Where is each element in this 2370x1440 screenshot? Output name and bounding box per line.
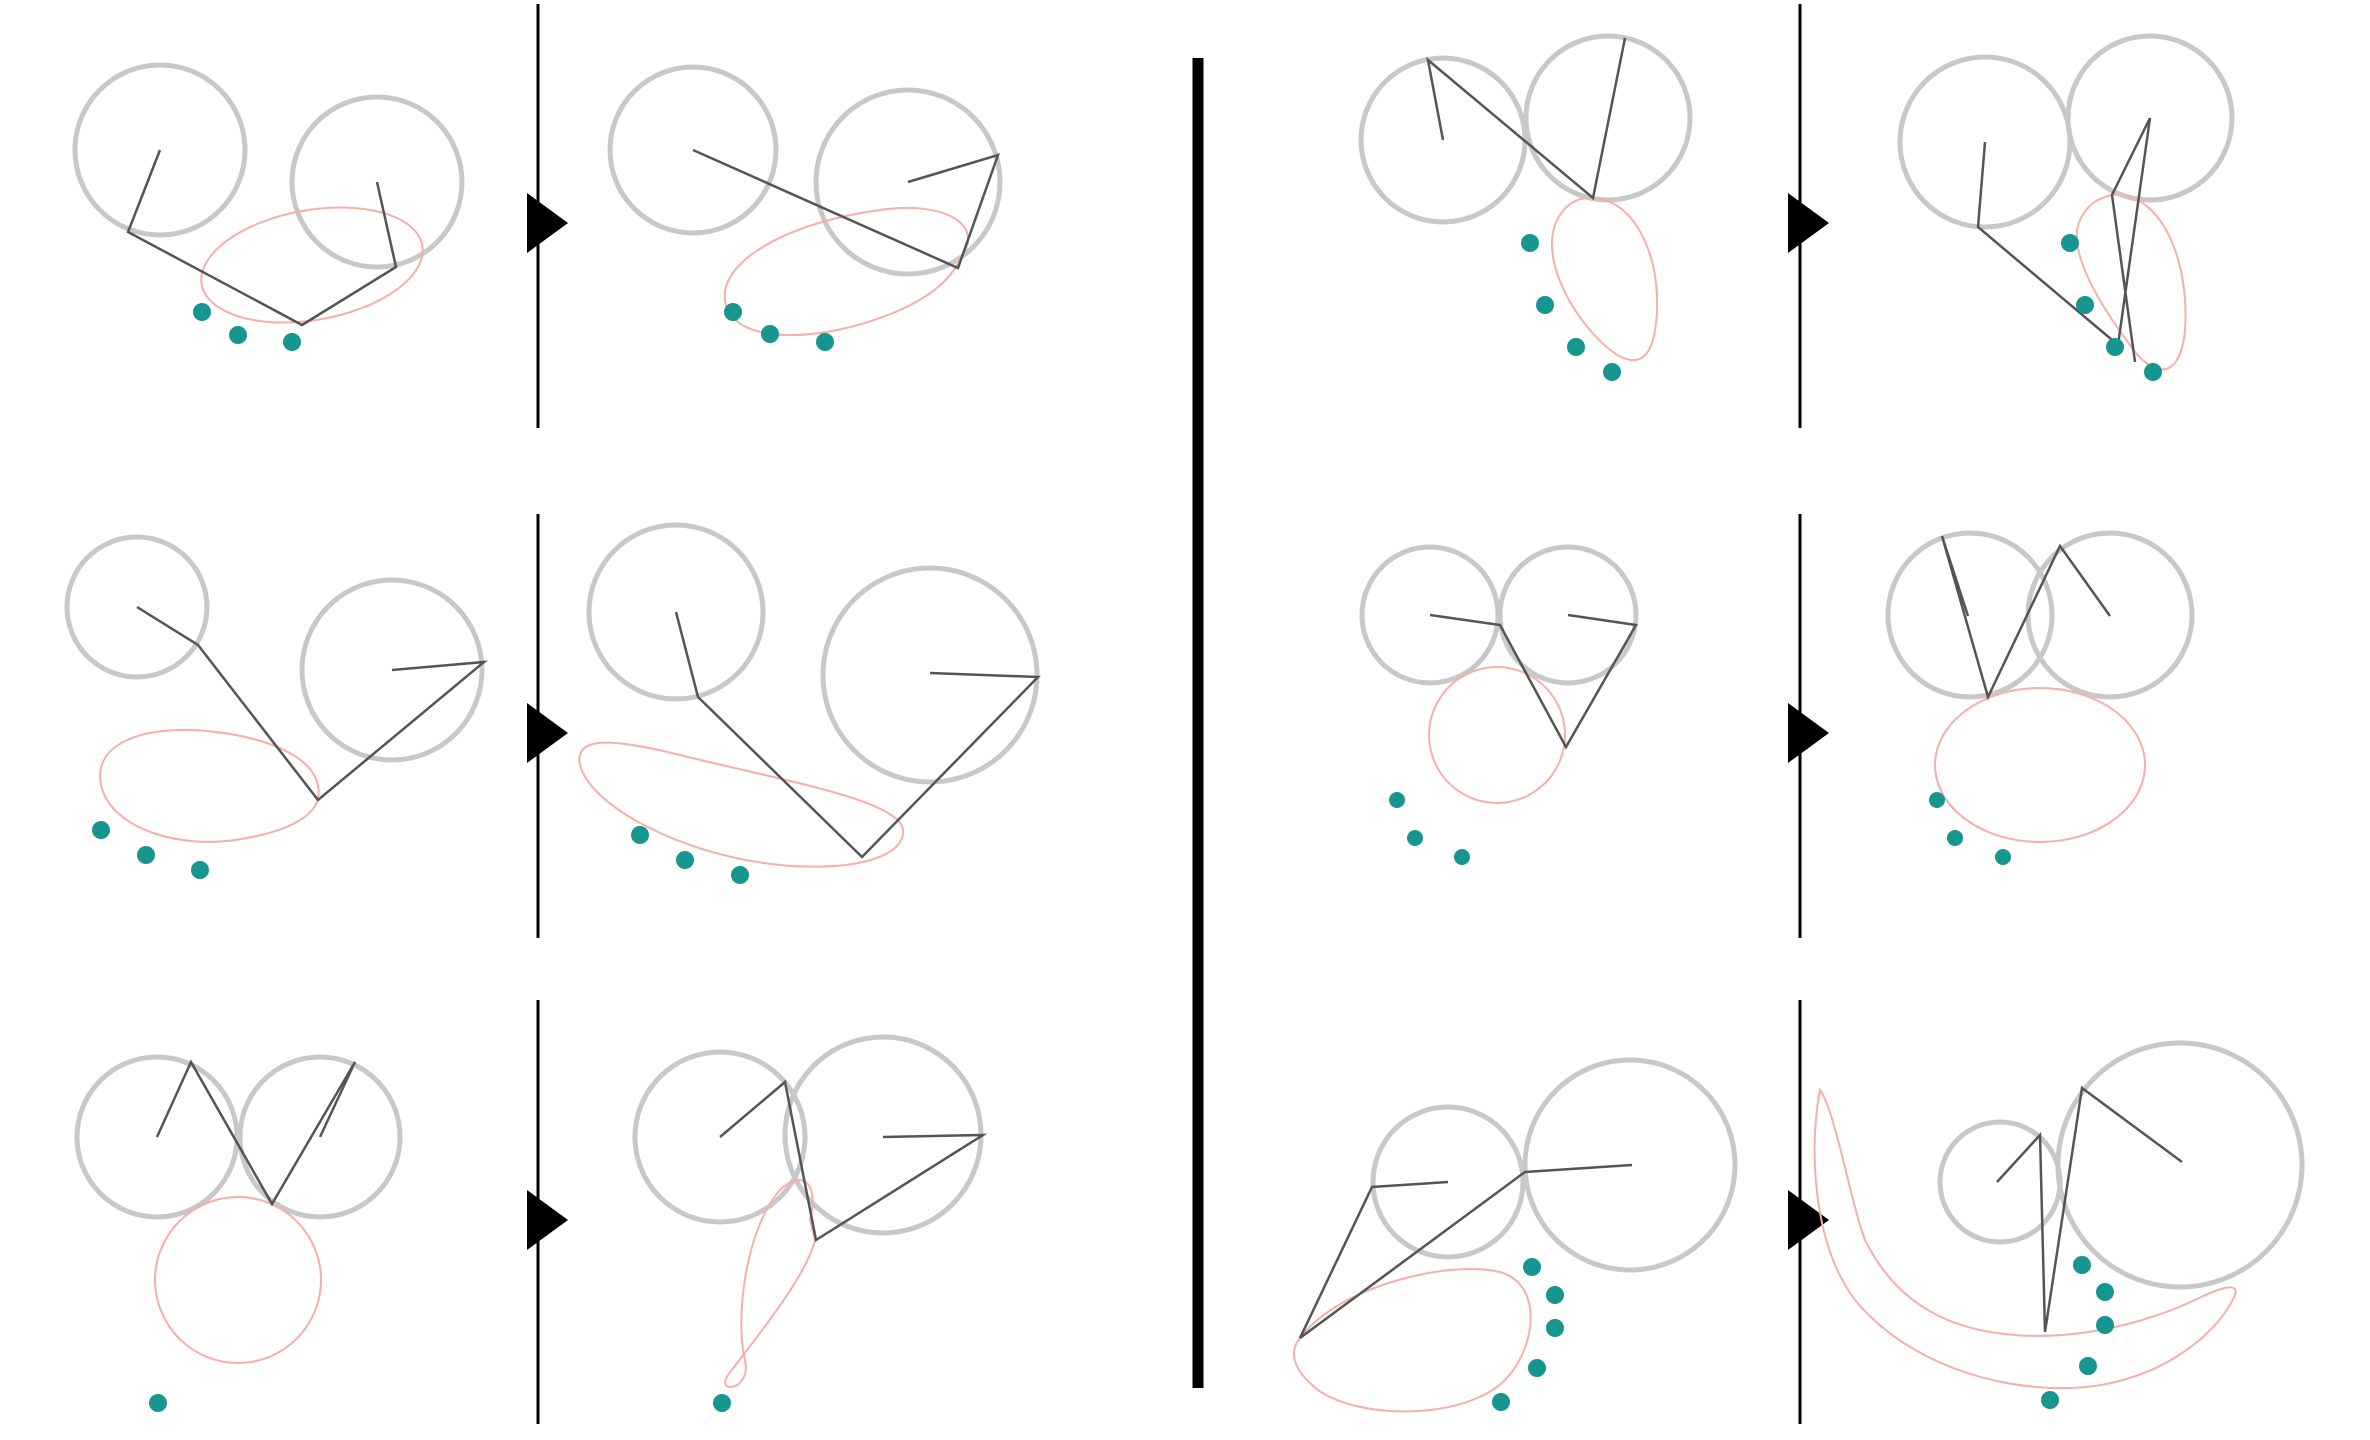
target-points — [149, 1394, 167, 1412]
target-points — [713, 1394, 731, 1412]
